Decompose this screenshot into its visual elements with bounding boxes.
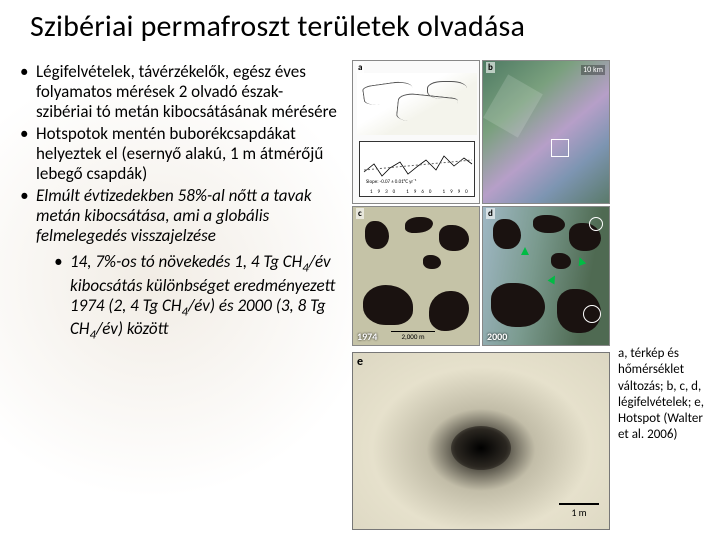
panel-e-hotspot: e 1 m <box>352 352 610 530</box>
year-label: 2000 <box>487 330 507 343</box>
year-label: 1974 <box>357 330 377 343</box>
bullet-item-emphasis: Elmúlt évtizedekben 58%-al nőtt a tavak … <box>18 186 338 246</box>
bullet-item: Légifelvételek, távérzékelők, egész éves… <box>18 62 338 122</box>
panel-label: e <box>357 355 363 369</box>
roi-box <box>551 139 569 157</box>
figure-caption: a, térkép és hőmérséklet változás; b, c,… <box>618 346 714 444</box>
panel-a-map-chart: a Slope: -0.07 ± 0.01°C yr⁻¹ 1930 1960 1… <box>352 60 480 204</box>
panel-a-map <box>357 73 477 135</box>
panel-label: d <box>486 208 495 219</box>
chart-slope-text: Slope: -0.07 ± 0.01°C yr⁻¹ <box>366 180 416 185</box>
panel-d-aerial-2000: d 2000 <box>482 206 610 346</box>
bullet-list: Légifelvételek, távérzékelők, egész éves… <box>18 62 338 345</box>
slide-title: Szibériai permafroszt területek olvadása <box>30 8 700 45</box>
panel-label: b <box>486 62 495 73</box>
bullet-item: Hotspotok mentén buborékcsapdákat helyez… <box>18 124 338 184</box>
sub-bullet: 14, 7%-os tó növekedés 1, 4 Tg CH4/év ki… <box>52 252 338 342</box>
panel-label: a <box>356 62 364 73</box>
scale-label: 10 km <box>581 65 605 75</box>
panel-b-satellite: b 10 km <box>482 60 610 204</box>
panel-a-timeseries: Slope: -0.07 ± 0.01°C yr⁻¹ 1930 1960 199… <box>359 141 475 197</box>
chart-years: 1930 1960 1990 <box>370 189 473 195</box>
panel-label: c <box>356 208 364 219</box>
panel-c-aerial-1974: c 1974 2,000 m <box>352 206 480 346</box>
scale-label: 1 m <box>559 503 599 519</box>
figure-grid: a Slope: -0.07 ± 0.01°C yr⁻¹ 1930 1960 1… <box>352 60 612 350</box>
scale-label: 2,000 m <box>391 331 435 341</box>
